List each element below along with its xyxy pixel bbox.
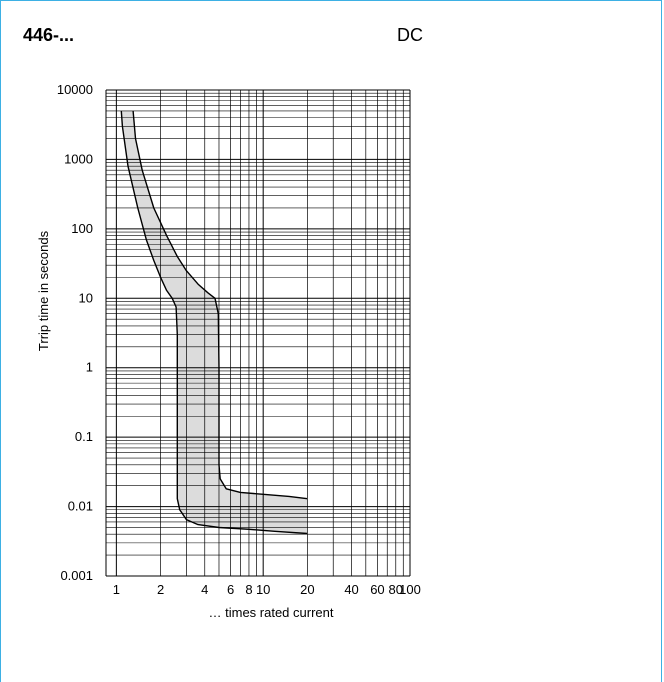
x-tick-label: 6 xyxy=(227,582,234,597)
y-tick-label: 1 xyxy=(86,360,93,375)
band-layer xyxy=(121,110,308,534)
x-tick-label: 10 xyxy=(256,582,270,597)
grid-layer xyxy=(105,89,411,577)
tolerance-band xyxy=(121,110,308,534)
axis-layer: 0.001 0.01 0.1 1 10 100 1000 10000 1 2 4 6 8 10 20 40 60… xyxy=(57,82,421,597)
y-tick-label: 0.001 xyxy=(60,568,93,583)
x-tick-label: 100 xyxy=(399,582,421,597)
y-tick-label: 0.01 xyxy=(68,499,93,514)
y-tick-label: 10000 xyxy=(57,82,93,97)
x-axis-label: … times rated current xyxy=(209,605,334,620)
x-tick-label: 4 xyxy=(201,582,208,597)
y-tick-label: 0.1 xyxy=(75,429,93,444)
x-tick-label: 1 xyxy=(113,582,120,597)
x-tick-label: 8 xyxy=(245,582,252,597)
y-tick-label: 1000 xyxy=(64,151,93,166)
curve-layer xyxy=(120,110,308,535)
trip-curve-lower xyxy=(120,110,308,535)
trip-curve-upper xyxy=(132,110,308,500)
y-tick-label: 100 xyxy=(71,221,93,236)
x-tick-label: 80 xyxy=(389,582,403,597)
x-tick-label: 2 xyxy=(157,582,164,597)
x-tick-label: 20 xyxy=(300,582,314,597)
y-tick-label: 10 xyxy=(79,290,93,305)
x-tick-label: 40 xyxy=(344,582,358,597)
current-type-label: DC xyxy=(397,25,423,45)
x-tick-label: 60 xyxy=(370,582,384,597)
y-axis-label: Trrip time in seconds xyxy=(36,230,51,351)
chart-heading: 446-... xyxy=(23,25,75,45)
